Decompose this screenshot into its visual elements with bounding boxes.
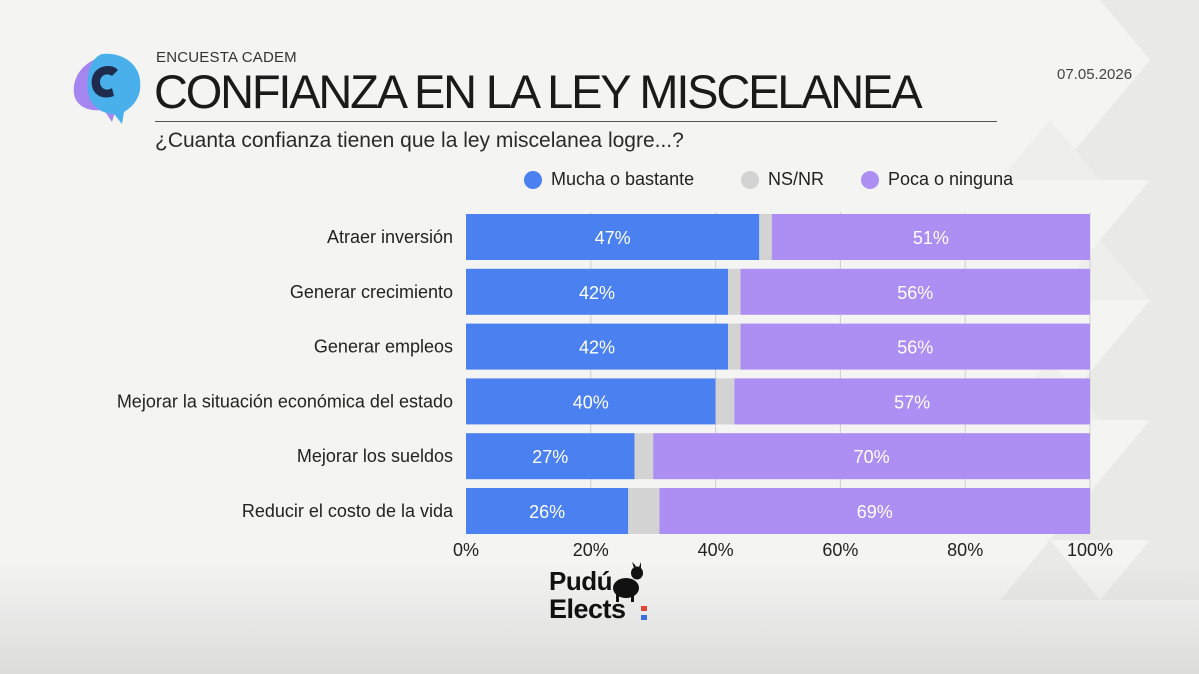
data-label: 26% <box>529 502 565 522</box>
category-label: Mejorar la situación económica del estad… <box>117 391 453 411</box>
bar-segment <box>728 323 741 370</box>
legend-item-poca: Poca o ninguna <box>861 169 1013 190</box>
title-divider <box>155 121 997 122</box>
bar-segment <box>740 323 1090 370</box>
legend-swatch-nsnr <box>741 170 759 189</box>
category-label: Mejorar los sueldos <box>297 446 453 466</box>
category-label: Generar empleos <box>314 337 453 357</box>
bar-segment <box>466 268 729 315</box>
data-label: 47% <box>595 228 631 248</box>
x-tick-label: 80% <box>947 540 983 560</box>
page-title: CONFIANZA EN LA LEY MISCELANEA <box>154 65 923 118</box>
speech-bubble-logo-icon <box>73 53 141 124</box>
bottom-gradient <box>0 560 1199 674</box>
bar-segment <box>659 488 1090 534</box>
data-label: 27% <box>532 447 568 467</box>
bar-segment <box>734 378 1090 425</box>
category-label: Atraer inversión <box>327 227 453 247</box>
bar-segment <box>740 268 1090 315</box>
legend-label-mucha: Mucha o bastante <box>551 169 695 189</box>
date-label: 07.05.2026 <box>1057 66 1133 83</box>
data-label: 56% <box>897 338 933 358</box>
bar-segment <box>466 433 635 480</box>
bar-segment <box>715 378 735 425</box>
legend-swatch-mucha <box>524 170 542 189</box>
x-tick-label: 40% <box>698 540 734 560</box>
bar-segment <box>759 214 772 260</box>
legend-swatch-poca <box>861 170 879 189</box>
pudu-deer-icon <box>613 562 643 602</box>
legend-label-poca: Poca o ninguna <box>888 169 1014 189</box>
chart-legend: Mucha o bastante NS/NR Poca o ninguna <box>0 169 1199 193</box>
data-label: 56% <box>897 283 933 303</box>
category-label: Generar crecimiento <box>290 282 453 302</box>
bar-segment <box>728 268 741 315</box>
category-label: Reducir el costo de la vida <box>242 501 454 521</box>
bar-segment <box>771 214 1090 260</box>
bar-segment <box>466 378 716 425</box>
x-tick-label: 20% <box>573 540 609 560</box>
data-label: 42% <box>579 283 615 303</box>
data-label: 69% <box>857 502 893 522</box>
x-tick-label: 60% <box>822 540 858 560</box>
brand-colon-icon <box>641 606 647 620</box>
x-tick-label: 0% <box>453 540 479 560</box>
data-label: 51% <box>913 228 949 248</box>
brand-name-line1: Pudú <box>549 566 613 596</box>
data-label: 57% <box>894 392 930 412</box>
bar-segment <box>628 488 660 534</box>
chart-subtitle: ¿Cuanta confianza tienen que la ley misc… <box>155 129 684 152</box>
legend-label-nsnr: NS/NR <box>768 169 825 189</box>
data-label: 42% <box>579 338 615 358</box>
bar-segment <box>653 433 1090 480</box>
legend-item-mucha: Mucha o bastante <box>524 169 694 190</box>
bar-segment <box>466 214 760 260</box>
brand-name-line2: Elects <box>549 594 626 624</box>
pudu-elects-brand: Pudú Elects <box>549 562 661 628</box>
data-label: 70% <box>854 447 890 467</box>
legend-item-nsnr: NS/NR <box>741 169 824 190</box>
bar-segment <box>634 433 654 480</box>
bar-segment <box>466 323 729 370</box>
data-label: 40% <box>573 392 609 412</box>
bar-segment <box>466 488 629 534</box>
survey-source-label: ENCUESTA CADEM <box>156 49 297 66</box>
x-tick-label: 100% <box>1067 540 1113 560</box>
